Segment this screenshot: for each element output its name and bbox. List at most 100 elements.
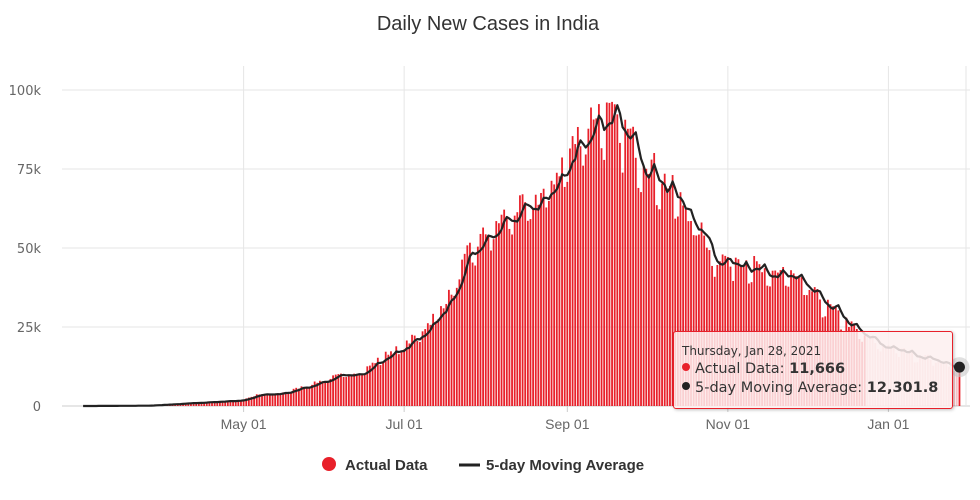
- actual-data-bar[interactable]: [447, 289, 450, 406]
- actual-data-bar[interactable]: [955, 366, 958, 406]
- actual-data-bar[interactable]: [445, 303, 448, 406]
- actual-data-bar[interactable]: [253, 396, 256, 406]
- actual-data-bar[interactable]: [703, 235, 706, 406]
- actual-data-bar[interactable]: [579, 146, 582, 406]
- actual-data-bar[interactable]: [532, 208, 535, 406]
- actual-data-bar[interactable]: [505, 216, 508, 406]
- actual-data-bar[interactable]: [695, 235, 698, 406]
- actual-data-bar[interactable]: [416, 340, 419, 406]
- actual-data-bar[interactable]: [705, 247, 708, 406]
- actual-data-bar[interactable]: [450, 294, 453, 406]
- actual-data-bar[interactable]: [453, 295, 456, 406]
- actual-data-bar[interactable]: [200, 402, 203, 406]
- actual-data-bar[interactable]: [369, 365, 371, 406]
- actual-data-bar[interactable]: [250, 396, 253, 406]
- actual-data-bar[interactable]: [466, 245, 469, 406]
- actual-data-bar[interactable]: [666, 188, 669, 406]
- actual-data-bar[interactable]: [584, 154, 587, 406]
- actual-data-bar[interactable]: [387, 354, 390, 406]
- actual-data-bar[interactable]: [282, 392, 284, 406]
- actual-data-bar[interactable]: [474, 265, 477, 406]
- actual-data-bar[interactable]: [242, 399, 245, 406]
- actual-data-bar[interactable]: [300, 386, 303, 406]
- actual-data-bar[interactable]: [637, 187, 640, 406]
- actual-data-bar[interactable]: [203, 402, 206, 406]
- actual-data-bar[interactable]: [313, 381, 316, 406]
- actual-data-bar[interactable]: [953, 371, 956, 406]
- actual-data-bar[interactable]: [690, 221, 692, 406]
- actual-data-bar[interactable]: [592, 119, 595, 407]
- actual-data-bar[interactable]: [603, 159, 606, 406]
- actual-data-bar[interactable]: [487, 235, 490, 406]
- actual-data-bar[interactable]: [661, 183, 663, 406]
- actual-data-bar[interactable]: [429, 324, 432, 406]
- actual-data-bar[interactable]: [558, 176, 561, 406]
- actual-data-bar[interactable]: [687, 221, 690, 406]
- actual-data-bar[interactable]: [495, 221, 498, 406]
- actual-data-bar[interactable]: [700, 222, 703, 406]
- legend-item-actual-data[interactable]: Actual Data: [322, 457, 428, 474]
- actual-data-bar[interactable]: [397, 354, 400, 406]
- actual-data-bar[interactable]: [329, 378, 332, 406]
- actual-data-bar[interactable]: [490, 250, 492, 406]
- actual-data-bar[interactable]: [653, 152, 656, 406]
- actual-data-bar[interactable]: [342, 376, 345, 406]
- actual-data-bar[interactable]: [497, 223, 500, 406]
- actual-data-bar[interactable]: [382, 362, 384, 406]
- actual-data-bar[interactable]: [324, 382, 327, 406]
- actual-data-bar[interactable]: [513, 215, 516, 406]
- actual-data-bar[interactable]: [426, 323, 429, 406]
- actual-data-bar[interactable]: [276, 393, 279, 406]
- actual-data-bar[interactable]: [290, 392, 292, 406]
- actual-data-bar[interactable]: [308, 387, 311, 406]
- actual-data-bar[interactable]: [358, 373, 361, 406]
- actual-data-bar[interactable]: [361, 374, 363, 406]
- actual-data-bar[interactable]: [634, 157, 637, 406]
- actual-data-bar[interactable]: [279, 393, 282, 406]
- actual-data-bar[interactable]: [545, 207, 548, 406]
- actual-data-bar[interactable]: [411, 334, 413, 406]
- actual-data-bar[interactable]: [263, 394, 266, 406]
- actual-data-bar[interactable]: [571, 136, 574, 406]
- actual-data-bar[interactable]: [219, 401, 221, 406]
- actual-data-bar[interactable]: [624, 119, 627, 407]
- actual-data-bar[interactable]: [261, 394, 263, 406]
- actual-data-bar[interactable]: [492, 239, 495, 406]
- actual-data-bar[interactable]: [213, 402, 216, 406]
- actual-data-bar[interactable]: [669, 185, 671, 406]
- actual-data-bar[interactable]: [629, 128, 632, 407]
- actual-data-bar[interactable]: [334, 374, 337, 406]
- actual-data-bar[interactable]: [442, 308, 445, 406]
- actual-data-bar[interactable]: [237, 400, 240, 406]
- actual-data-bar[interactable]: [297, 388, 300, 406]
- actual-data-bar[interactable]: [598, 104, 600, 406]
- actual-data-bar[interactable]: [440, 306, 442, 406]
- actual-data-bar[interactable]: [534, 194, 537, 406]
- actual-data-bar[interactable]: [626, 128, 629, 406]
- actual-data-bar[interactable]: [526, 220, 529, 406]
- actual-data-bar[interactable]: [563, 186, 566, 406]
- actual-data-bar[interactable]: [216, 402, 219, 406]
- actual-data-bar[interactable]: [648, 174, 650, 406]
- actual-data-bar[interactable]: [392, 353, 395, 406]
- actual-data-bar[interactable]: [321, 381, 324, 406]
- actual-data-bar[interactable]: [340, 373, 342, 406]
- actual-data-bar[interactable]: [408, 343, 411, 406]
- actual-data-bar[interactable]: [611, 101, 613, 407]
- actual-data-bar[interactable]: [316, 382, 319, 406]
- actual-data-bar[interactable]: [574, 144, 577, 407]
- actual-data-bar[interactable]: [511, 234, 513, 406]
- actual-data-bar[interactable]: [366, 366, 369, 406]
- actual-data-bar[interactable]: [305, 388, 308, 406]
- actual-data-bar[interactable]: [671, 175, 674, 406]
- actual-data-bar[interactable]: [437, 319, 440, 406]
- actual-data-bar[interactable]: [658, 209, 661, 406]
- actual-data-bar[interactable]: [471, 262, 474, 406]
- moving-average-line[interactable]: [83, 104, 960, 408]
- actual-data-bar[interactable]: [413, 335, 416, 406]
- actual-data-bar[interactable]: [692, 235, 695, 406]
- actual-data-bar[interactable]: [613, 104, 616, 406]
- actual-data-bar[interactable]: [432, 313, 434, 406]
- actual-data-bar[interactable]: [640, 192, 642, 406]
- actual-data-bar[interactable]: [371, 362, 374, 406]
